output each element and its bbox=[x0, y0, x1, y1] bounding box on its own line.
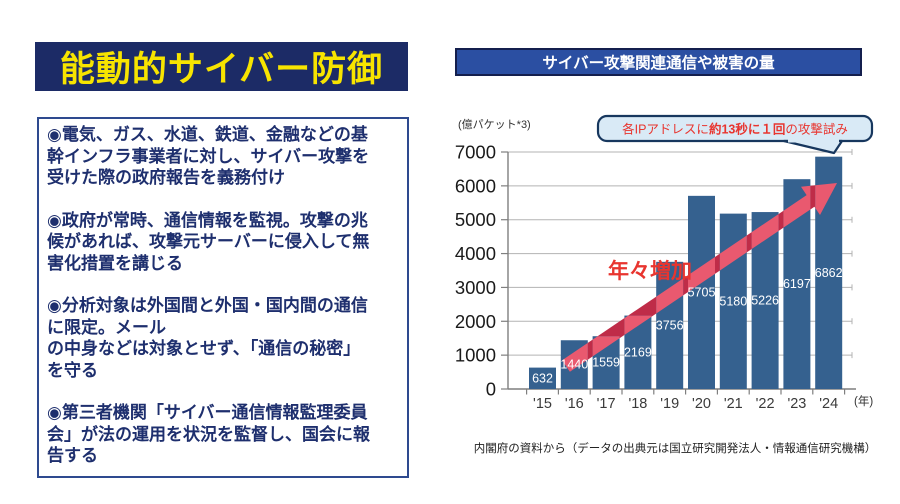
y-tick-label: 3000 bbox=[455, 277, 496, 298]
bar-value-label: 1559 bbox=[592, 356, 620, 370]
callout-text: 各IPアドレスに約13秒に１回の攻撃試み bbox=[622, 122, 848, 137]
page-title: 能動的サイバー防御 bbox=[35, 42, 408, 91]
chart-title-bar: サイバー攻撃関連通信や被害の量 bbox=[455, 48, 862, 76]
bar-value-label: 1440 bbox=[560, 358, 588, 372]
y-tick-label: 6000 bbox=[455, 175, 496, 196]
trend-annotation: 年々増加 bbox=[608, 259, 692, 283]
bar-value-label: 6862 bbox=[815, 266, 843, 280]
bar-chart: (億パケット*3) 0 1000 2000 3000 4000 5000 6000 7000 6… bbox=[455, 114, 874, 412]
bars bbox=[529, 156, 843, 389]
bar-'20 bbox=[688, 195, 715, 389]
y-tick-label: 2000 bbox=[455, 311, 496, 332]
y-tick-label: 1000 bbox=[455, 345, 496, 366]
x-tick-label: '16 bbox=[565, 396, 584, 412]
x-tick-label: '24 bbox=[819, 396, 838, 412]
plot-area: 0 1000 2000 3000 4000 5000 6000 7000 632 1440 1559… bbox=[455, 142, 856, 412]
y-tick-label: 4000 bbox=[455, 243, 496, 264]
bar-'15 bbox=[529, 367, 556, 389]
x-tick-label: '21 bbox=[724, 396, 743, 412]
x-tick-label: '20 bbox=[692, 396, 711, 412]
bar-value-label: 5180 bbox=[719, 294, 747, 308]
callout-tail bbox=[782, 139, 844, 155]
x-axis-year-suffix: (年) bbox=[854, 394, 873, 408]
policy-bullet-monitoring: ◉政府が常時、通信情報を監視。攻撃の兆 候があれば、攻撃元サーバーに侵入して無 … bbox=[47, 210, 370, 273]
policy-bullet-scope: ◉分析対象は外国間と外国・国内間の通信 に限定。メール の中身などは対象とせず、… bbox=[47, 296, 368, 380]
policy-bullet-oversight: ◉第三者機関「サイバー通信情報監理委員 会」が法の運用を状況を監督し、国会に報 … bbox=[47, 403, 370, 465]
y-axis-unit-label: (億パケット*3) bbox=[458, 118, 531, 131]
x-tick-label: '23 bbox=[787, 396, 806, 412]
source-note: 内閣府の資料から（データの出典元は国立研究開発法人・情報通信研究機構） bbox=[473, 443, 877, 455]
bar-value-label: 3756 bbox=[656, 318, 684, 332]
y-tick-label: 7000 bbox=[455, 142, 496, 163]
x-tick-label: '19 bbox=[660, 396, 679, 412]
x-axis-labels: '15 '16 '17 '18 '19 '20 '21 '22 '23 '24 bbox=[533, 396, 838, 412]
x-tick-label: '22 bbox=[756, 396, 775, 412]
bar-value-label: 5705 bbox=[688, 285, 716, 299]
bar-value-label: 5226 bbox=[751, 294, 779, 308]
y-tick-label: 0 bbox=[486, 379, 496, 400]
bar-value-label: 6197 bbox=[783, 277, 811, 291]
x-tick-label: '18 bbox=[628, 396, 647, 412]
y-tick-label: 5000 bbox=[455, 209, 496, 230]
callout-bubble bbox=[596, 114, 874, 143]
policy-bullet-infrastructure: ◉電気、ガス、水道、鉄道、金融などの基 幹インフラ事業者に対し、サイバー攻撃を … bbox=[47, 125, 370, 187]
policy-box: ◉電気、ガス、水道、鉄道、金融などの基 幹インフラ事業者に対し、サイバー攻撃を … bbox=[37, 117, 409, 478]
y-axis-labels: 0 1000 2000 3000 4000 5000 6000 7000 bbox=[455, 142, 496, 400]
bar-value-label: 632 bbox=[532, 371, 553, 385]
x-tick-label: '15 bbox=[533, 396, 552, 412]
x-tick-label: '17 bbox=[597, 396, 616, 412]
bar-value-label: 2169 bbox=[624, 345, 652, 359]
callout: 各IPアドレスに約13秒に１回の攻撃試み bbox=[596, 114, 874, 155]
trend-arrow-overlay bbox=[562, 183, 837, 372]
